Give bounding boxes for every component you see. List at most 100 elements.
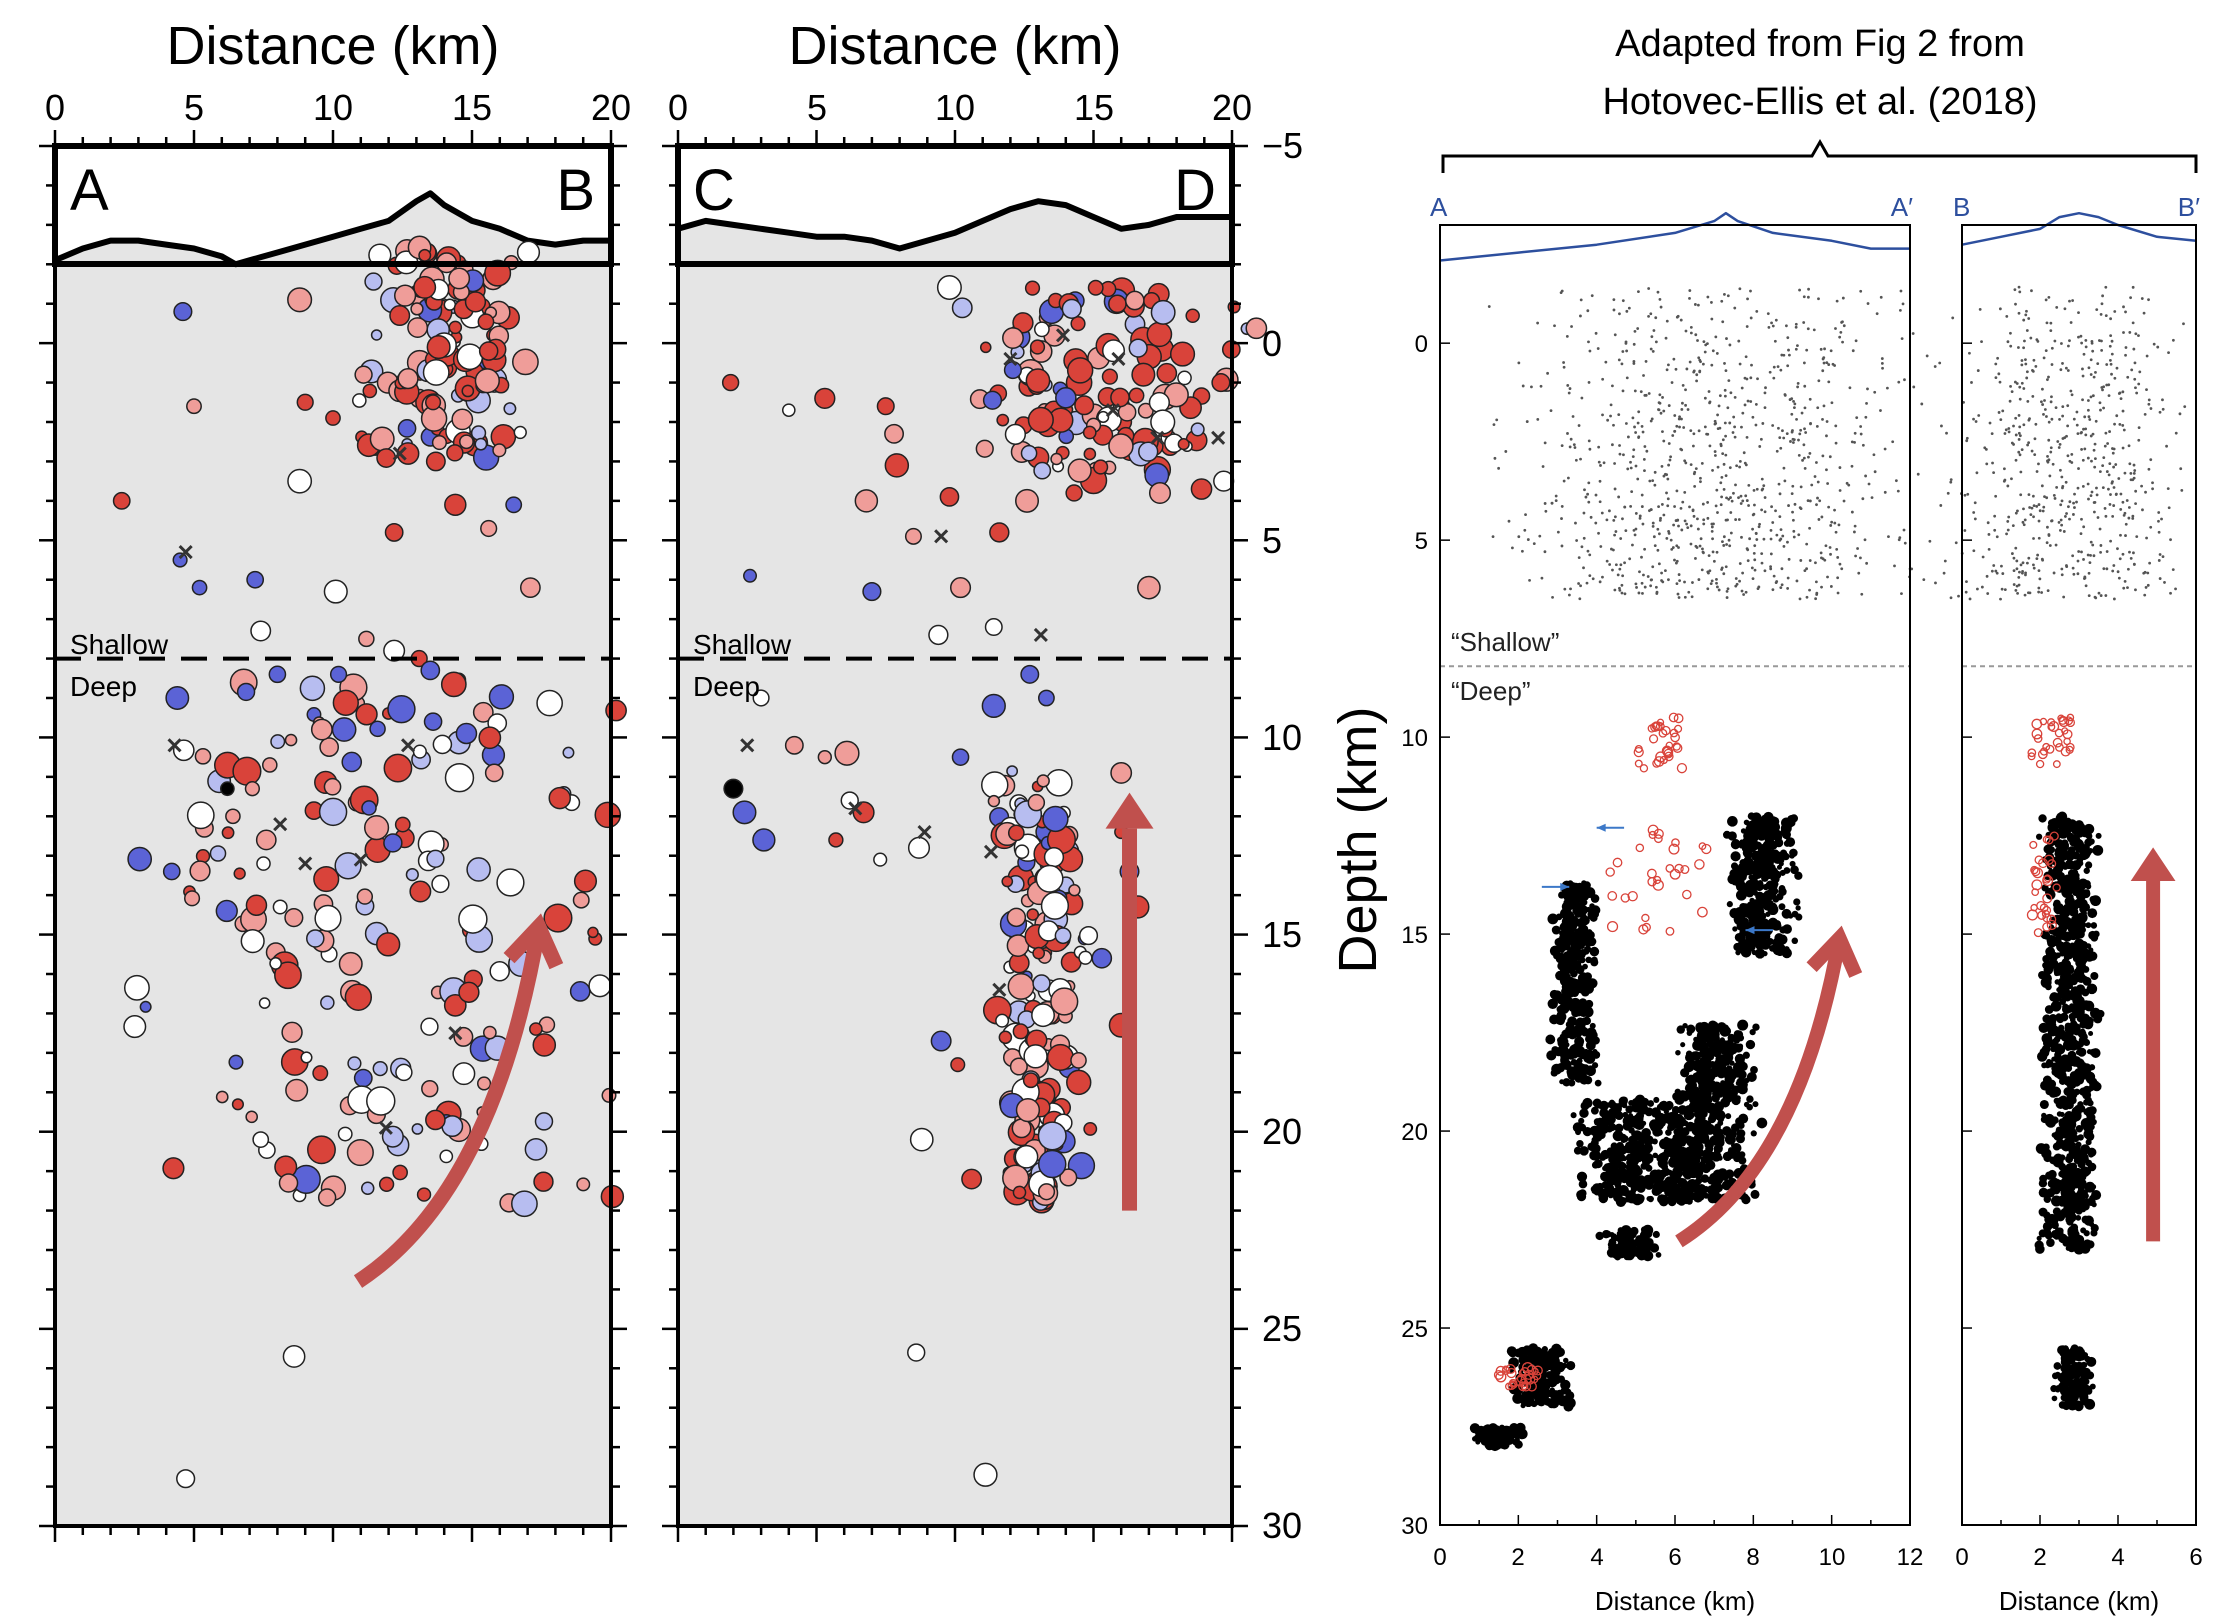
earthquake-point — [1814, 597, 1818, 601]
earthquake-point — [2100, 349, 2104, 352]
earthquake-point — [1665, 491, 1668, 495]
earthquake-point — [1660, 571, 1663, 575]
earthquake-point — [405, 867, 419, 882]
earthquake-point — [876, 397, 895, 416]
earthquake-point — [2022, 318, 2026, 322]
earthquake-point — [1621, 574, 1625, 578]
panel-ab-background — [55, 146, 611, 1526]
earthquake-point — [1994, 494, 1998, 498]
earthquake-point — [2041, 558, 2045, 562]
earthquake-point — [2042, 413, 2045, 416]
earthquake-point — [1726, 587, 1730, 591]
earthquake-point — [2163, 581, 2166, 584]
earthquake-point — [2151, 481, 2154, 485]
earthquake-point — [1702, 340, 1706, 343]
earthquake-point — [1737, 1019, 1749, 1031]
earthquake-point — [173, 302, 193, 322]
earthquake-point — [2087, 366, 2091, 370]
earthquake-point — [1570, 1058, 1578, 1066]
earthquake-point — [1561, 1029, 1571, 1039]
earthquake-point — [162, 862, 181, 881]
earthquake-point — [1794, 871, 1803, 880]
earthquake-point — [2037, 503, 2041, 506]
earthquake-point — [1582, 566, 1585, 570]
earthquake-point — [1712, 1127, 1724, 1139]
earthquake-point — [1685, 522, 1689, 526]
earthquake-point — [587, 926, 599, 939]
earthquake-point — [1769, 552, 1773, 556]
earthquake-point — [2148, 561, 2152, 565]
earthquake-point — [511, 1190, 538, 1218]
earthquake-point — [1015, 1097, 1041, 1123]
earthquake-point — [1853, 440, 1856, 444]
earthquake-point — [1680, 1181, 1691, 1192]
earthquake-point — [2014, 416, 2018, 420]
earthquake-point — [2016, 591, 2019, 595]
earthquake-point — [1885, 386, 1889, 390]
earthquake-point — [1569, 587, 1572, 591]
earthquake-point — [1797, 533, 1801, 537]
earthquake-point — [1568, 387, 1572, 390]
earthquake-point — [1992, 471, 1996, 475]
earthquake-point — [1110, 387, 1130, 408]
earthquake-point — [284, 733, 298, 747]
earthquake-point — [1727, 816, 1738, 827]
earthquake-point — [281, 1021, 303, 1044]
panel-aa-xtick-label: 2 — [1511, 1544, 1524, 1571]
earthquake-point — [1745, 377, 1749, 381]
earthquake-point — [1822, 361, 1826, 365]
earthquake-point — [840, 791, 859, 810]
earthquake-point — [1712, 559, 1716, 563]
earthquake-point — [1578, 597, 1582, 601]
earthquake-point — [572, 891, 590, 909]
earthquake-point — [2105, 550, 2109, 553]
earthquake-point — [2050, 417, 2054, 421]
earthquake-point — [356, 888, 374, 905]
earthquake-point — [458, 981, 480, 1003]
earthquake-point — [2137, 382, 2141, 386]
earthquake-point — [2089, 540, 2093, 544]
earthquake-point — [231, 1098, 244, 1111]
earthquake-point — [1806, 327, 1810, 331]
earthquake-point — [2119, 533, 2122, 537]
earthquake-point — [2082, 352, 2086, 356]
panel-cd-xtick-label: 0 — [668, 87, 688, 128]
earthquake-point — [1559, 1079, 1565, 1085]
earthquake-point — [478, 341, 499, 361]
earthquake-point — [1715, 577, 1718, 581]
panel-aa-ytick-label: 10 — [1401, 725, 1428, 752]
earthquake-point — [1657, 562, 1661, 566]
earthquake-point — [2104, 431, 2108, 435]
earthquake-point — [353, 1068, 373, 1088]
earthquake-point — [1640, 1229, 1649, 1237]
earthquake-point — [1550, 501, 1554, 505]
earthquake-point — [1756, 587, 1760, 591]
earthquake-point — [2079, 334, 2083, 338]
earthquake-point — [1723, 292, 1726, 296]
earthquake-point — [1740, 386, 1744, 390]
earthquake-point — [1834, 327, 1837, 330]
earthquake-point — [2013, 288, 2017, 292]
earthquake-point — [1726, 406, 1730, 410]
earthquake-point — [1040, 891, 1070, 920]
earthquake-point — [2027, 556, 2031, 560]
earthquake-point — [452, 1062, 476, 1086]
earthquake-point — [1898, 309, 1902, 312]
earthquake-point — [1619, 537, 1623, 540]
earthquake-point — [1700, 1155, 1709, 1164]
earthquake-point — [2080, 550, 2083, 554]
earthquake-point — [1649, 347, 1653, 351]
earthquake-point — [2145, 388, 2148, 392]
earthquake-point — [2051, 1132, 2058, 1138]
event-cross — [1055, 328, 1071, 343]
earthquake-point — [245, 894, 268, 916]
earthquake-point — [1589, 515, 1593, 519]
earthquake-point — [2088, 561, 2092, 564]
panel-cd-xtick-label: 5 — [807, 87, 827, 128]
earthquake-point — [2121, 390, 2125, 394]
earthquake-point — [1651, 521, 1655, 525]
earthquake-point — [1623, 592, 1627, 596]
earthquake-point — [1634, 464, 1638, 468]
earthquake-point — [1731, 431, 1735, 434]
earthquake-point — [1964, 590, 1968, 594]
